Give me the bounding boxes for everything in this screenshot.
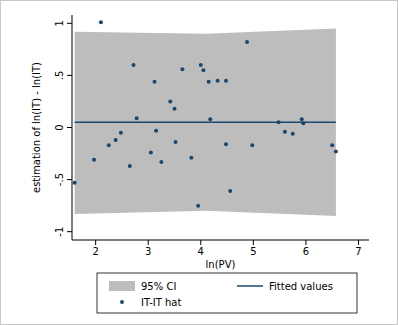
point (250, 143, 254, 147)
y-tick-label: -.5 (54, 173, 65, 186)
point (107, 143, 111, 147)
point (180, 67, 184, 71)
x-tick (148, 240, 149, 245)
point (228, 189, 232, 193)
point (92, 158, 96, 162)
legend-label: IT-IT hat (141, 297, 181, 308)
point (330, 143, 334, 147)
point (224, 79, 228, 83)
ci-band (75, 29, 336, 217)
x-tick (95, 240, 96, 245)
legend-swatch (109, 281, 135, 291)
legend-label: Fitted values (269, 281, 333, 292)
x-tick-label: 4 (198, 246, 204, 257)
point (196, 204, 200, 208)
x-tick-label: 7 (355, 246, 361, 257)
chart: -1 -.5 0 .5 1 2 3 4 5 6 7 ln(PV) estimation of ln(IT… (0, 0, 398, 325)
point (216, 79, 220, 83)
plot-marks (73, 20, 338, 216)
y-tick-label: .5 (54, 71, 65, 81)
legend-swatch (237, 285, 263, 287)
y-title: estimation of ln(IT) - ln(IT) (31, 62, 42, 193)
point (154, 129, 158, 133)
point (277, 120, 281, 124)
point (224, 142, 228, 146)
x-tick (200, 240, 201, 245)
point (173, 107, 177, 111)
point (334, 149, 338, 153)
x-tick (305, 240, 306, 245)
point (283, 130, 287, 134)
x-tick-label: 3 (145, 246, 151, 257)
y-tick-label: 0 (54, 124, 65, 130)
x-axis (72, 240, 369, 241)
y-tick-label: -1 (54, 227, 65, 237)
point (168, 99, 172, 103)
point (128, 164, 132, 168)
x-tick (358, 240, 359, 245)
y-tick (67, 179, 72, 180)
legend (97, 273, 357, 313)
x-tick (253, 240, 254, 245)
y-tick (67, 231, 72, 232)
y-tick (67, 127, 72, 128)
point (149, 151, 153, 155)
x-title: ln(PV) (206, 259, 236, 270)
point (300, 117, 304, 121)
y-tick (67, 75, 72, 76)
point (153, 80, 157, 84)
fitted-line (75, 122, 336, 124)
point (159, 160, 163, 164)
point (207, 80, 211, 84)
point (208, 117, 212, 121)
legend-swatch (120, 300, 124, 304)
point (291, 132, 295, 136)
point (114, 138, 118, 142)
plot-area (72, 15, 369, 240)
y-tick-label: 1 (54, 20, 65, 26)
legend-label: 95% CI (141, 281, 176, 292)
background (1, 1, 398, 325)
point (201, 68, 205, 72)
point (135, 116, 139, 120)
point (119, 131, 123, 135)
point (73, 181, 77, 185)
point (245, 40, 249, 44)
point (301, 121, 305, 125)
point (174, 140, 178, 144)
x-tick-label: 6 (303, 246, 309, 257)
x-tick-label: 5 (250, 246, 256, 257)
point (189, 156, 193, 160)
point (199, 63, 203, 67)
y-tick (67, 23, 72, 24)
point (99, 20, 103, 24)
point (132, 63, 136, 67)
x-tick-label: 2 (92, 246, 98, 257)
